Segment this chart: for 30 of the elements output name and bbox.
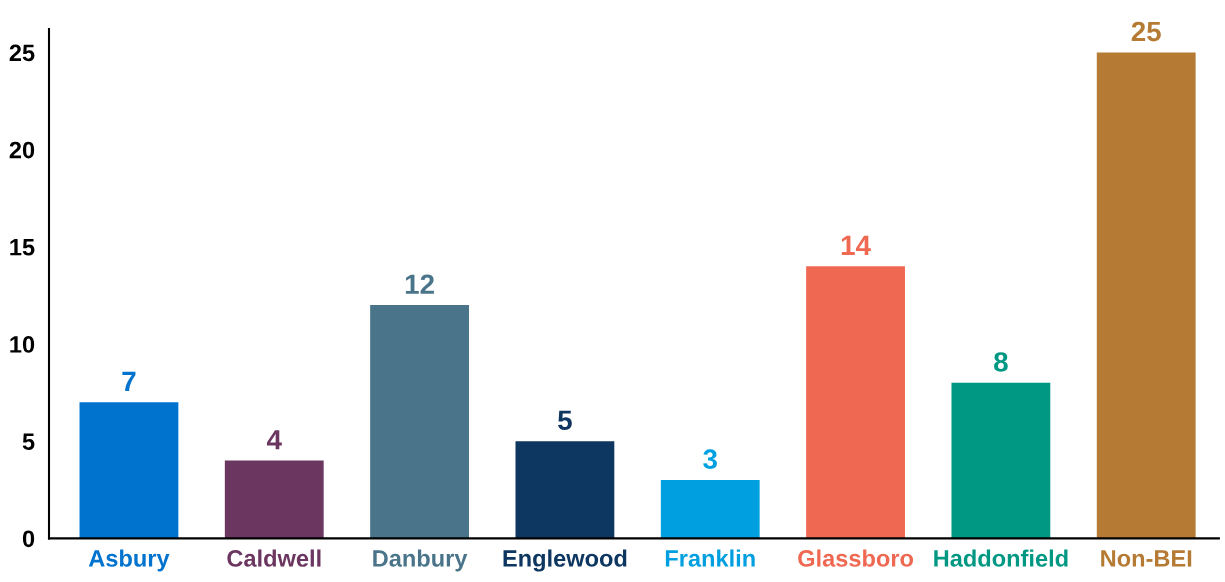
x-tick-label: Asbury xyxy=(88,549,170,572)
bar xyxy=(515,441,615,539)
data-label: 25 xyxy=(1131,21,1161,42)
bar xyxy=(1096,52,1196,539)
bar xyxy=(951,382,1051,539)
y-tick-label: 10 xyxy=(10,336,35,353)
data-label: 12 xyxy=(405,274,434,294)
data-label: 5 xyxy=(558,410,572,431)
x-tick-label: Glassboro xyxy=(798,549,914,567)
data-label: 7 xyxy=(122,371,136,391)
y-tick-label: 25 xyxy=(9,44,35,62)
y-tick-label: 0 xyxy=(22,530,35,548)
x-tick-label: Haddonfield xyxy=(934,549,1068,567)
data-label: 3 xyxy=(703,449,717,470)
y-tick-label: 15 xyxy=(10,239,35,256)
x-tick-label: Englewood xyxy=(503,549,627,572)
data-label: 4 xyxy=(266,430,282,450)
bar xyxy=(660,480,760,539)
bar xyxy=(79,402,179,539)
y-tick-label: 5 xyxy=(22,433,35,450)
y-tick-label: 20 xyxy=(9,141,35,159)
x-tick-label: Caldwell xyxy=(227,549,321,567)
bar xyxy=(370,305,469,539)
x-tick-label: Non-BEI xyxy=(1101,550,1192,567)
bar xyxy=(806,266,905,539)
data-label: 14 xyxy=(841,235,871,255)
bar xyxy=(224,460,324,539)
x-tick-label: Danbury xyxy=(373,549,468,572)
x-tick-label: Franklin xyxy=(665,549,755,567)
data-label: 8 xyxy=(994,352,1008,372)
